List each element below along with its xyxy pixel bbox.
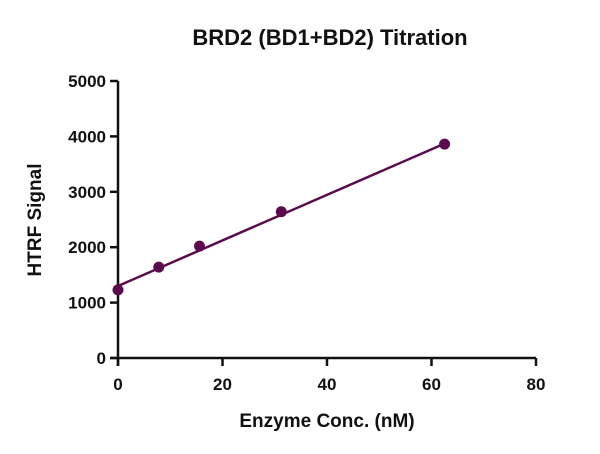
x-tick-label: 40 xyxy=(318,375,337,394)
plot-area xyxy=(112,138,451,296)
y-tick-label: 0 xyxy=(97,349,106,368)
x-tick-label: 80 xyxy=(527,375,546,394)
y-tick-label: 1000 xyxy=(68,294,106,313)
y-axis-label: HTRF Signal xyxy=(25,164,46,277)
y-tick-label: 3000 xyxy=(68,183,106,202)
x-axis-label: Enzyme Conc. (nM) xyxy=(239,411,414,432)
data-point xyxy=(153,261,165,273)
y-tick-label: 5000 xyxy=(68,72,106,91)
data-point xyxy=(194,240,206,252)
data-point xyxy=(275,206,287,218)
y-tick-label: 4000 xyxy=(68,127,106,146)
y-tick-label: 2000 xyxy=(68,238,106,257)
x-tick-label: 60 xyxy=(422,375,441,394)
data-point xyxy=(112,284,124,296)
x-tick-label: 0 xyxy=(113,375,122,394)
x-tick-label: 20 xyxy=(213,375,232,394)
chart-title: BRD2 (BD1+BD2) Titration xyxy=(192,25,467,50)
data-point xyxy=(439,138,451,150)
axes: 0 1000 2000 3000 4000 5000 0 20 40 60 80 xyxy=(68,72,545,394)
